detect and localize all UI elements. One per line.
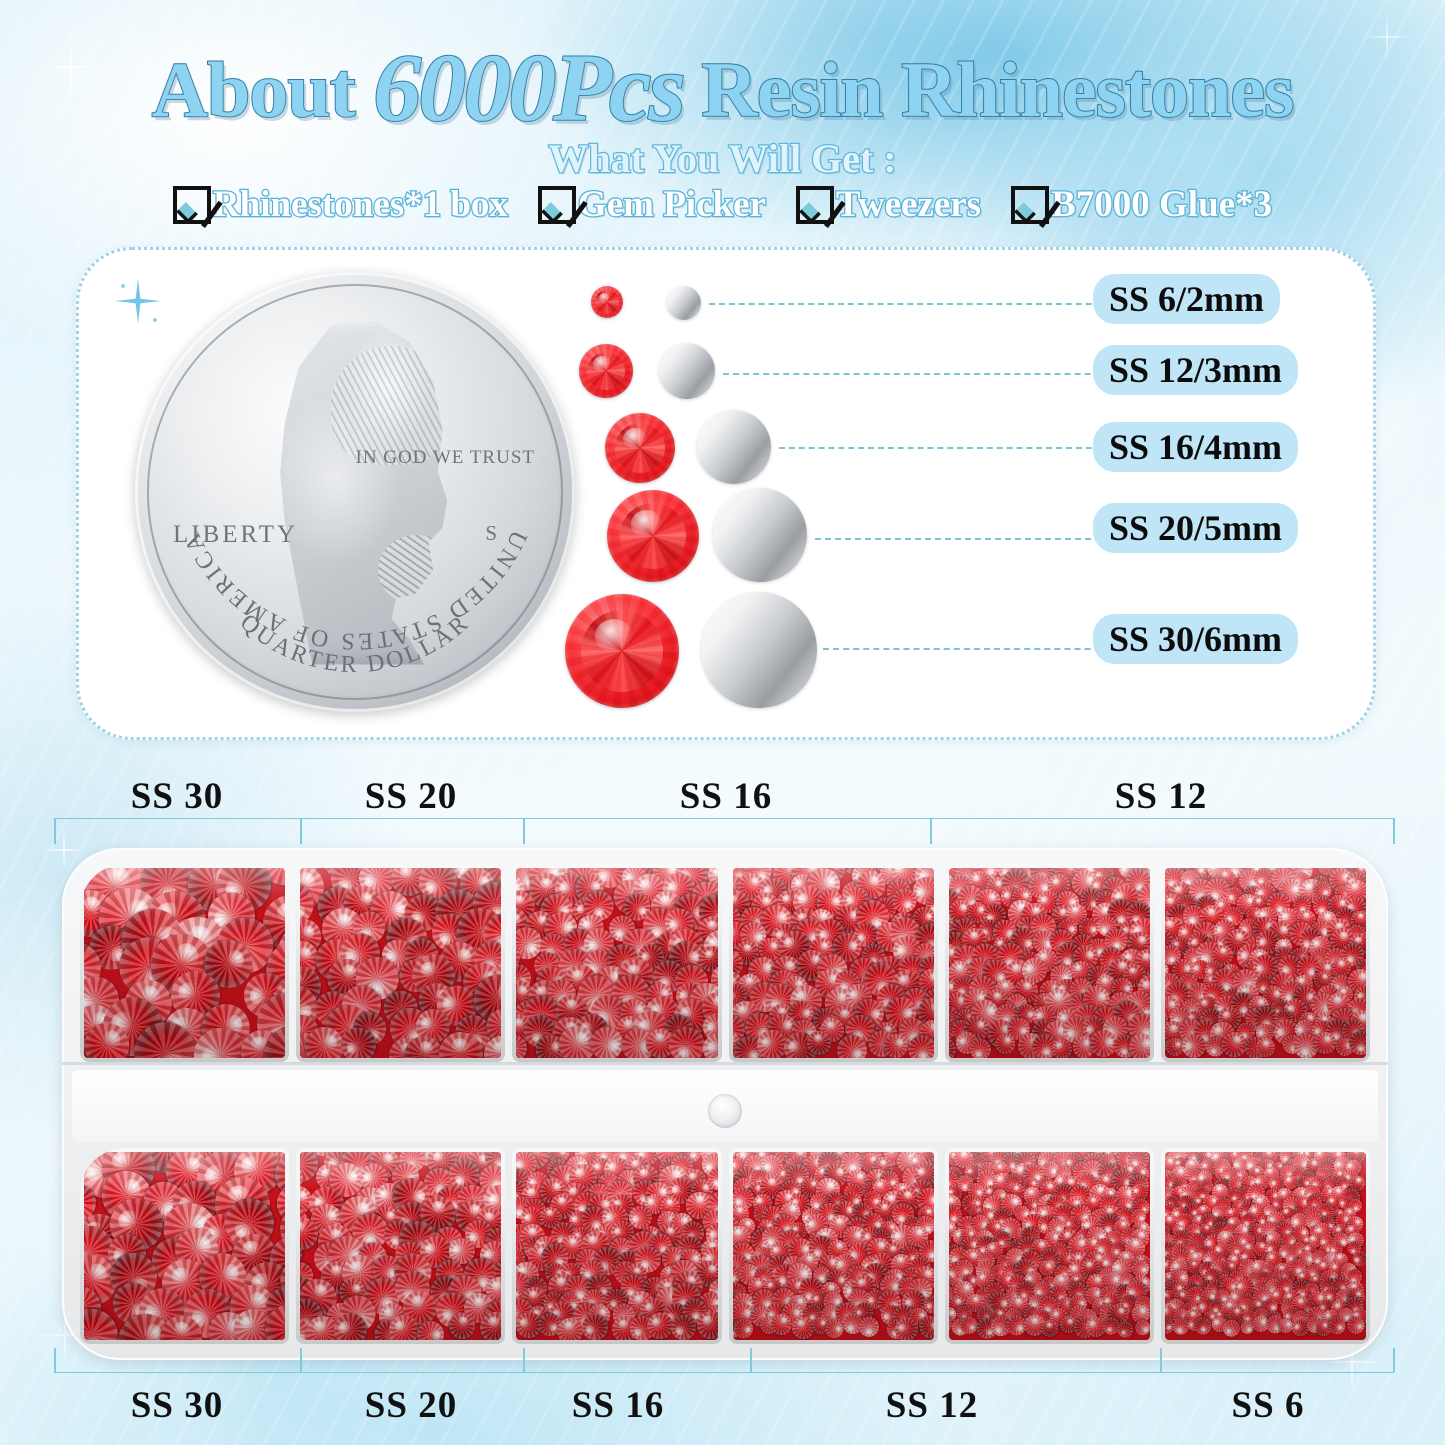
rhinestone-top-view bbox=[591, 286, 623, 318]
quarter-coin-image: UNITED STATES OF AMERICA QUARTER DOLLAR … bbox=[135, 272, 575, 712]
connector-line bbox=[779, 447, 1161, 449]
checkbox-checked-icon bbox=[537, 185, 576, 224]
subheading-text: What You Will Get : bbox=[547, 135, 898, 183]
tray-compartment bbox=[512, 864, 722, 1062]
tray-compartment bbox=[944, 864, 1154, 1062]
list-item: B7000 Glue*3 bbox=[1011, 183, 1274, 227]
tray-compartment bbox=[296, 1148, 506, 1344]
headline-prefix: About bbox=[151, 46, 374, 133]
tray-compartment bbox=[728, 1148, 938, 1344]
coin-motto: IN GOD WE TRUST bbox=[355, 447, 535, 468]
checkbox-checked-icon bbox=[172, 185, 211, 224]
ruler-bottom-label-ss6: SS 6 bbox=[1231, 1385, 1305, 1426]
rhinestone-flat-back bbox=[697, 410, 771, 484]
ruler-bottom-label-ss12: SS 12 bbox=[885, 1385, 979, 1426]
checkbox-checked-icon bbox=[795, 185, 834, 224]
rhinestone-top-view bbox=[565, 594, 679, 708]
rhinestone-top-view bbox=[605, 413, 675, 483]
included-items-list: Rhinestones*1 box Gem Picker Tweezers B7… bbox=[0, 183, 1445, 226]
checklist-label: Rhinestones*1 box bbox=[212, 183, 510, 227]
coin-legends: UNITED STATES OF AMERICA QUARTER DOLLAR bbox=[135, 272, 575, 712]
tray-compartment bbox=[512, 1148, 722, 1344]
tray-row-top bbox=[80, 864, 1371, 1062]
connector-line bbox=[823, 648, 1161, 650]
checklist-label: B7000 Glue*3 bbox=[1050, 183, 1274, 227]
rhinestone-storage-tray bbox=[62, 848, 1388, 1360]
coin-mint-mark: S bbox=[485, 521, 497, 545]
rhinestone-top-view bbox=[579, 344, 633, 398]
coin-liberty: LIBERTY bbox=[173, 521, 299, 548]
size-label-ss20: SS 20/5mm bbox=[1093, 503, 1299, 553]
tray-compartment bbox=[944, 1148, 1154, 1344]
ruler-top-label-ss16: SS 16 bbox=[679, 776, 773, 817]
ruler-top-label-ss30: SS 30 bbox=[130, 776, 224, 817]
tray-compartment bbox=[296, 864, 506, 1062]
tray-compartment bbox=[728, 864, 938, 1062]
size-label-ss6: SS 6/2mm bbox=[1093, 274, 1281, 324]
subheading: What You Will Get : bbox=[0, 135, 1445, 183]
tray-clasp-icon bbox=[708, 1094, 742, 1128]
size-comparison-card: UNITED STATES OF AMERICA QUARTER DOLLAR … bbox=[76, 247, 1376, 740]
list-item: Gem Picker bbox=[537, 183, 768, 227]
rhinestone-flat-back bbox=[667, 286, 701, 320]
page-title: About 6000Pcs Resin Rhinestones bbox=[0, 39, 1445, 137]
ruler-bottom-label-ss20: SS 20 bbox=[364, 1385, 458, 1426]
tray-compartment bbox=[80, 1148, 290, 1344]
size-label-ss12: SS 12/3mm bbox=[1093, 345, 1299, 395]
list-item: Rhinestones*1 box bbox=[172, 183, 510, 227]
checkbox-checked-icon bbox=[1011, 185, 1050, 224]
connector-line bbox=[723, 373, 1161, 375]
star-sparkle-icon bbox=[115, 278, 161, 324]
tray-row-bottom bbox=[80, 1148, 1371, 1344]
tray-compartment bbox=[1160, 1148, 1371, 1344]
rhinestone-flat-back bbox=[659, 343, 715, 399]
size-label-ss16: SS 16/4mm bbox=[1093, 422, 1299, 472]
ruler-bottom-label-ss30: SS 30 bbox=[130, 1385, 224, 1426]
headline-suffix: Resin Rhinestones bbox=[682, 46, 1295, 133]
connector-line bbox=[709, 303, 1161, 305]
list-item: Tweezers bbox=[795, 183, 983, 227]
checklist-label: Gem Picker bbox=[577, 183, 768, 227]
rhinestone-top-view bbox=[607, 490, 699, 582]
ruler-top-label-ss20: SS 20 bbox=[364, 776, 458, 817]
connector-line bbox=[815, 538, 1161, 540]
rhinestone-flat-back bbox=[713, 488, 807, 582]
tray-compartment bbox=[1160, 864, 1371, 1062]
tray-compartment bbox=[80, 864, 290, 1062]
checklist-label: Tweezers bbox=[835, 183, 983, 227]
ruler-top-label-ss12: SS 12 bbox=[1114, 776, 1208, 817]
size-label-ss30: SS 30/6mm bbox=[1093, 614, 1299, 664]
rhinestone-flat-back bbox=[701, 592, 817, 708]
headline-count: 6000Pcs bbox=[372, 34, 687, 141]
ruler-bottom-label-ss16: SS 16 bbox=[571, 1385, 665, 1426]
